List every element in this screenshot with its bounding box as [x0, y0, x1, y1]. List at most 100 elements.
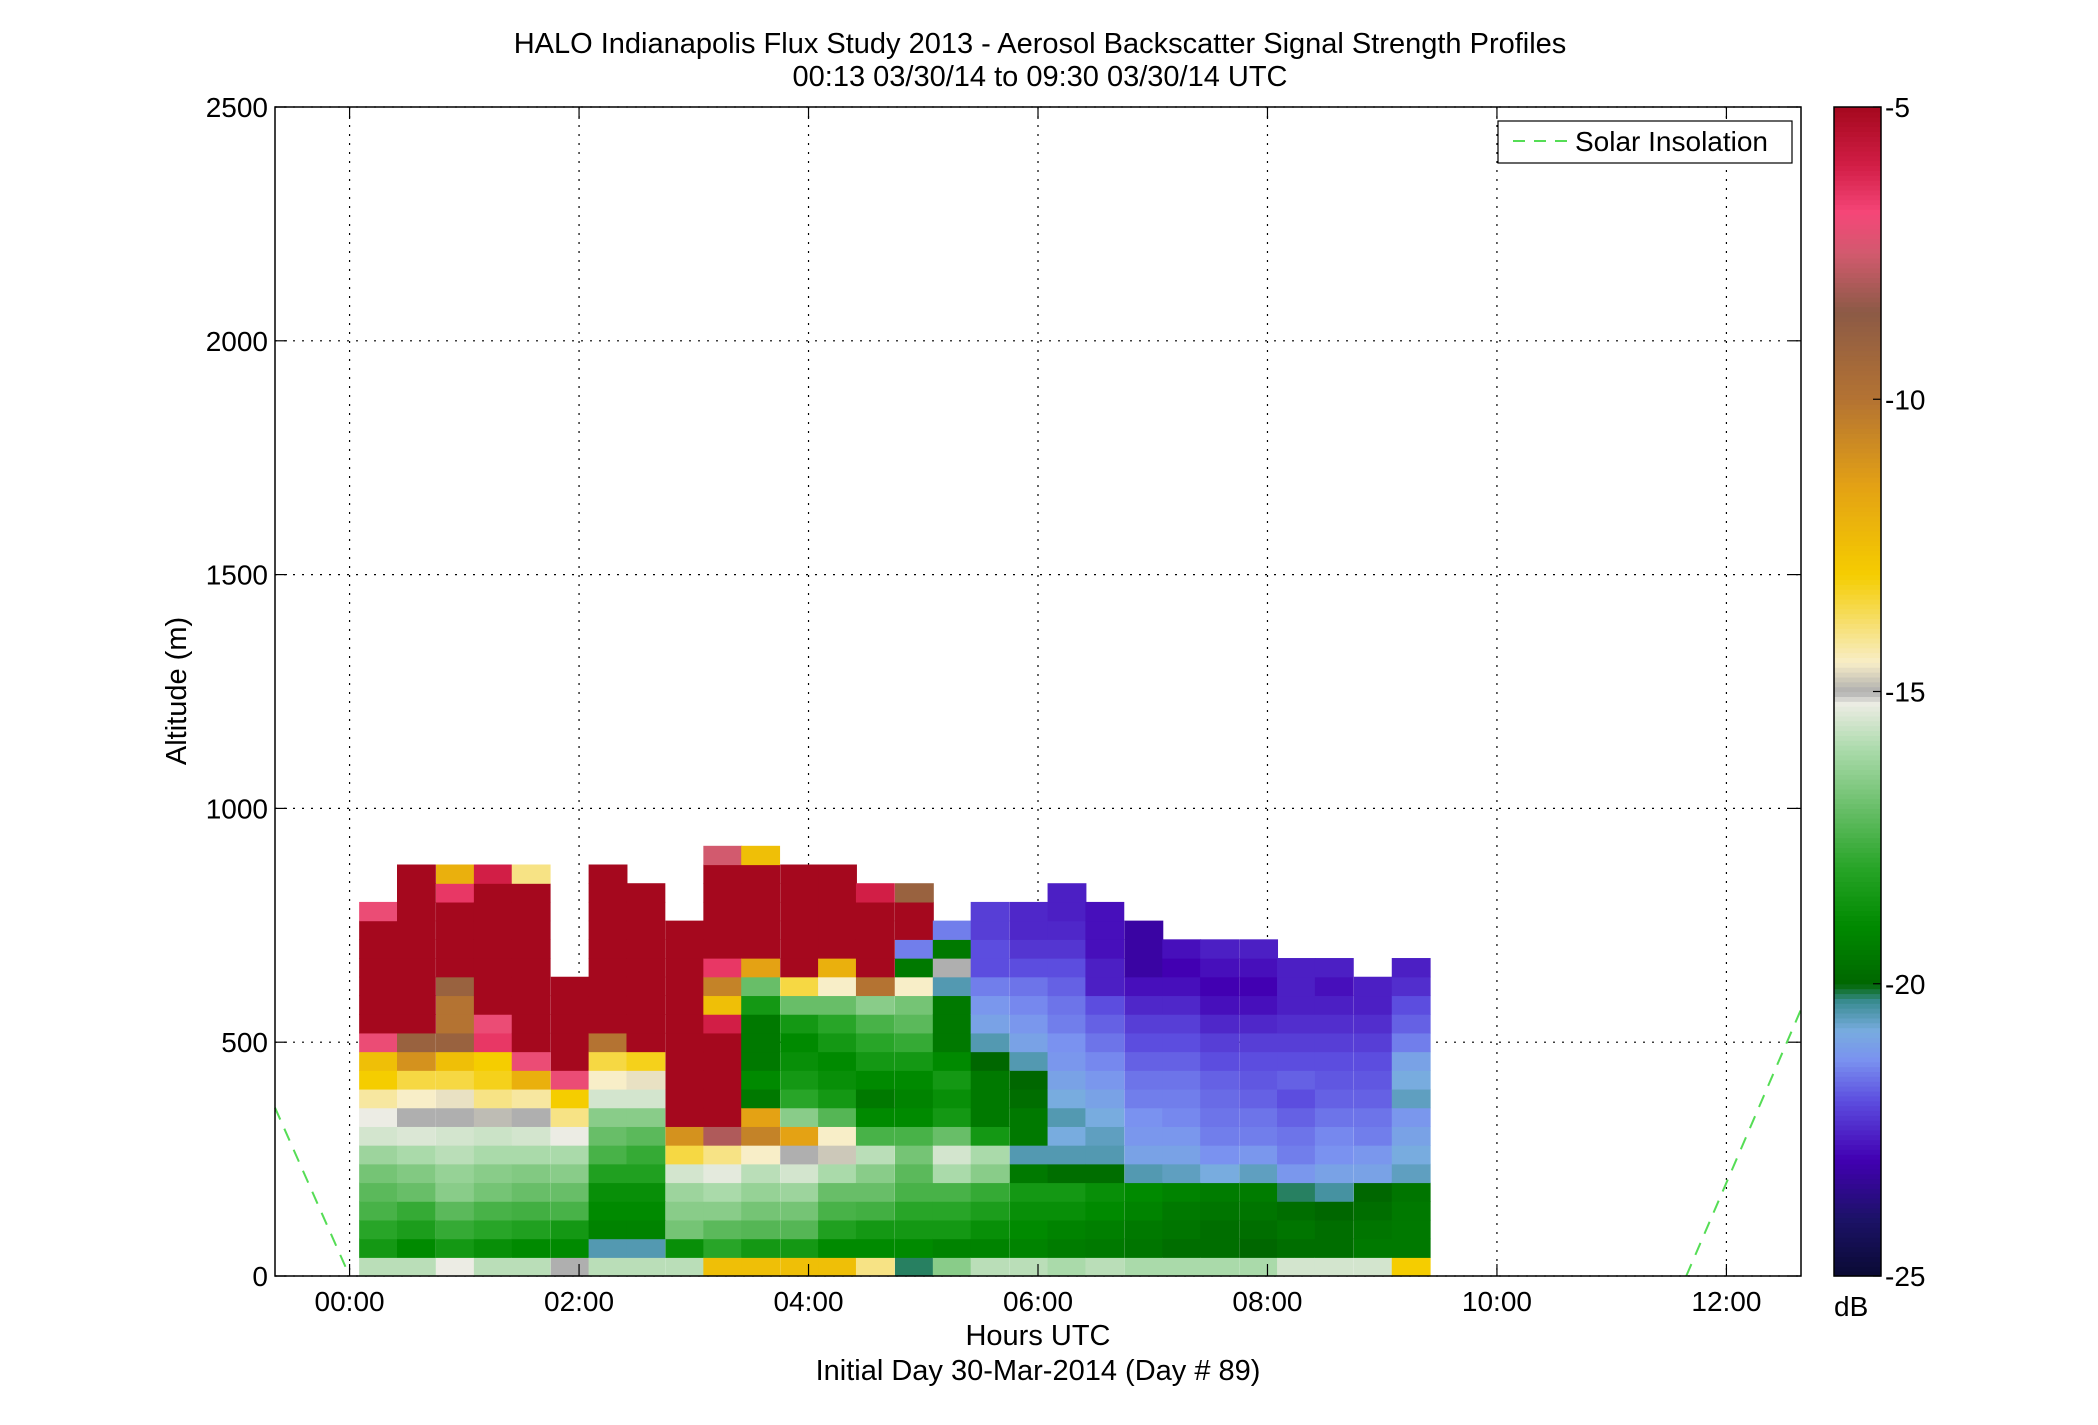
colorbar-swatch: [1834, 939, 1881, 946]
heatmap-cell: [1047, 1051, 1087, 1071]
colorbar-swatch: [1834, 974, 1881, 980]
heatmap-cell: [588, 883, 628, 903]
colorbar-swatch: [1834, 910, 1881, 917]
heatmap-cell: [1124, 1257, 1164, 1277]
heatmap-cell: [1162, 1107, 1202, 1127]
colorbar-swatch: [1834, 496, 1881, 503]
heatmap-cell: [970, 1051, 1010, 1071]
colorbar-tick-label: -10: [1885, 384, 1925, 415]
heatmap-cell: [932, 1051, 972, 1071]
heatmap-cell: [626, 1238, 666, 1258]
heatmap-cell: [741, 1032, 781, 1053]
heatmap-cell: [1124, 1032, 1164, 1053]
heatmap-cell: [703, 1201, 743, 1221]
heatmap-cell: [550, 1182, 590, 1202]
colorbar-swatch: [1834, 681, 1881, 688]
heatmap-cell: [473, 1182, 513, 1202]
colorbar-swatch: [1834, 871, 1881, 878]
heatmap-cell: [1162, 1257, 1202, 1277]
colorbar-ticks: -5 -10 -15 -20 -25: [1873, 92, 1925, 1292]
y-tick-label: 1000: [206, 793, 268, 824]
heatmap-cell: [818, 976, 857, 997]
colorbar-swatch: [1834, 891, 1881, 897]
heatmap-cell: [780, 883, 820, 903]
heatmap-cell: [550, 1070, 590, 1090]
colorbar-swatch: [1834, 1154, 1881, 1160]
heatmap-cell: [1124, 939, 1164, 959]
colorbar-swatch: [1834, 725, 1881, 732]
heatmap-cell: [1353, 1163, 1393, 1184]
heatmap-cell: [1314, 958, 1354, 978]
heatmap-cell: [588, 1107, 628, 1127]
colorbar-swatch: [1834, 881, 1881, 887]
colorbar-swatch: [1834, 954, 1881, 960]
heatmap-cell: [397, 864, 436, 884]
heatmap-cell: [1124, 976, 1164, 997]
heatmap-cell: [1047, 1163, 1087, 1184]
colorbar-swatch: [1834, 296, 1881, 303]
colorbar-swatch: [1834, 389, 1881, 395]
heatmap-cell: [1085, 995, 1125, 1015]
heatmap-cell: [780, 1182, 820, 1202]
heatmap-cell: [397, 995, 436, 1015]
colorbar-swatch: [1834, 126, 1881, 132]
colorbar-swatch: [1834, 866, 1881, 873]
heatmap-cell: [588, 1070, 628, 1090]
heatmap-cell: [703, 920, 743, 940]
heatmap-cell: [1277, 1257, 1316, 1277]
heatmap-cell: [588, 1163, 628, 1184]
heatmap-cell: [436, 864, 475, 884]
heatmap-cell: [1124, 1014, 1164, 1034]
colorbar-swatch: [1834, 1125, 1881, 1131]
heatmap-cell: [397, 901, 436, 922]
colorbar-swatch: [1834, 1081, 1881, 1087]
colorbar-swatch: [1834, 1139, 1881, 1146]
heatmap-cell: [1239, 1145, 1279, 1165]
heatmap-cell: [703, 1182, 743, 1202]
heatmap-cell: [1353, 1126, 1393, 1146]
heatmap-cell: [1085, 1107, 1125, 1127]
colorbar-swatch: [1834, 189, 1881, 196]
heatmap-cell: [1162, 1238, 1202, 1258]
heatmap-cell: [780, 1201, 820, 1221]
colorbar-swatch: [1834, 394, 1881, 400]
heatmap-cell: [1047, 1032, 1087, 1053]
heatmap-cell: [894, 939, 934, 959]
colorbar-swatch: [1834, 652, 1881, 658]
heatmap-cell: [473, 883, 513, 903]
heatmap-cell: [741, 845, 781, 866]
colorbar-swatch: [1834, 1115, 1881, 1121]
heatmap-cell: [932, 1201, 972, 1221]
heatmap-cell: [1009, 1126, 1049, 1146]
colorbar-swatch: [1834, 1076, 1881, 1082]
heatmap-cell: [511, 958, 551, 978]
heatmap-cell: [436, 1014, 475, 1034]
colorbar-swatch: [1834, 1037, 1881, 1043]
colorbar-swatch: [1834, 823, 1881, 829]
heatmap-cell: [703, 995, 743, 1015]
heatmap-cell: [1009, 1088, 1049, 1109]
heatmap-cell: [1314, 976, 1354, 997]
heatmap-cell: [1009, 1145, 1049, 1165]
colorbar-swatch: [1834, 1003, 1881, 1009]
heatmap-cell: [473, 958, 513, 978]
solar-insolation-line: [1685, 1009, 1802, 1277]
heatmap-cell: [780, 1219, 820, 1240]
heatmap-cell: [588, 864, 628, 884]
colorbar-swatch: [1834, 384, 1881, 391]
heatmap-cell: [1047, 1145, 1087, 1165]
heatmap-cell: [588, 1032, 628, 1053]
colorbar-swatch: [1834, 1217, 1881, 1224]
colorbar-swatch: [1834, 467, 1881, 473]
colorbar-swatch: [1834, 141, 1881, 147]
heatmap-cell: [359, 1145, 398, 1165]
heatmap-cell: [397, 1257, 436, 1277]
heatmap-cell: [780, 1163, 820, 1184]
heatmap-cell: [588, 1126, 628, 1146]
colorbar-swatch: [1834, 1012, 1881, 1019]
heatmap-cell: [1124, 995, 1164, 1015]
heatmap-cell: [550, 1032, 590, 1053]
heatmap-cell: [550, 995, 590, 1015]
heatmap-cell: [932, 1182, 972, 1202]
heatmap-cell: [397, 1163, 436, 1184]
